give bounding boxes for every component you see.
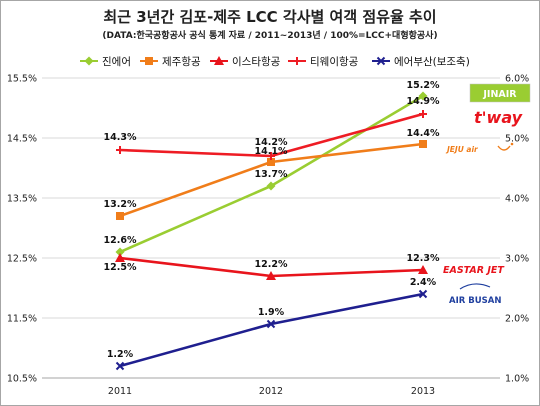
data-labels: 12.6% 13.7% 15.2% 13.2% 14.1% 14.4% 12.5% 12.2%… [104,80,440,360]
data-label: 14.1% [255,146,288,157]
data-point [266,181,276,191]
y-left-tick-label: 11.5% [7,314,37,325]
legend-marker [293,57,301,65]
data-label: 14.2% [255,137,288,148]
data-label: 13.7% [255,169,288,180]
data-label: 2.4% [410,277,437,288]
legend-marker [84,56,94,66]
data-label: 12.5% [104,262,137,273]
chart-title: 최근 3년간 김포-제주 LCC 각사별 여객 점유율 추이 [103,8,437,26]
x-tick-label: 2013 [411,386,435,397]
data-label: 14.9% [407,96,440,107]
legend-entry: 티웨이항공 [310,56,359,68]
legend-entry: 에어부산(보조축) [394,56,470,68]
data-point [116,146,124,154]
grid-lines [42,77,500,379]
data-point [267,158,275,166]
y-left-tick-label: 10.5% [7,374,37,385]
legend-marker [214,56,224,65]
data-point [115,361,125,371]
airbusan-logo: AIR BUSAN [449,283,501,306]
y-left-tick-label: 13.5% [7,194,37,205]
y-left-tick-label: 15.5% [7,74,37,85]
legend-entry: 진에어 [102,56,131,68]
legend-marker [145,57,153,65]
legend-entry: 이스타항공 [232,56,281,68]
data-label: 13.2% [104,199,137,210]
y-right-tick-label: 3.0% [505,254,529,265]
airbusan-logo-text: AIR BUSAN [449,296,501,306]
y-right-tick-label: 4.0% [505,194,529,205]
data-point [418,289,428,299]
data-label: 12.6% [104,235,137,246]
y-left-tick-label: 14.5% [7,134,37,145]
series-layer [115,91,428,371]
y-right-tick-label: 5.0% [505,134,529,145]
data-label: 12.2% [255,259,288,270]
legend-entry: 제주항공 [162,56,201,68]
data-label: 1.9% [258,307,285,318]
jinair-logo: JINAIR [469,83,531,103]
data-point [266,319,276,329]
data-point [418,91,428,101]
tway-logo: t'way [474,108,523,127]
jejuair-logo-text: JEJU air [445,145,479,154]
data-point [419,140,427,148]
y-right-tick-label: 2.0% [505,314,529,325]
data-label: 12.3% [407,253,440,264]
data-label: 1.2% [107,349,134,360]
jinair-logo-text: JINAIR [482,89,517,100]
eastarjet-logo: EASTAR JET [443,265,505,276]
data-label: 15.2% [407,80,440,91]
y-left-tick-label: 12.5% [7,254,37,265]
data-point [115,253,125,262]
data-point [267,152,275,160]
y-right-tick-label: 1.0% [505,374,529,385]
data-point [419,110,427,118]
y-right-tick-label: 6.0% [505,74,529,85]
legend-marker [376,56,386,66]
data-point [116,212,124,220]
data-point [418,265,428,274]
series-line [119,292,424,368]
axes: 10.5% 11.5% 12.5% 13.5% 14.5% 15.5% 1.0% 2.0% 3.… [7,74,529,398]
data-label: 14.3% [104,132,137,143]
data-point [115,247,125,257]
data-point [266,271,276,280]
x-tick-label: 2011 [108,386,132,397]
data-label: 14.4% [407,128,440,139]
x-tick-label: 2012 [259,386,283,397]
eastarjet-logo-text: EASTAR JET [443,265,505,276]
chart-subtitle: (DATA:한국공항공사 공식 통계 자료 / 2011~2013년 / 100… [102,31,438,41]
legend: 진에어 제주항공 이스타항공 티웨이항공 에어부산(보조축) [80,56,470,68]
jejuair-logo: JEJU air [445,142,514,154]
